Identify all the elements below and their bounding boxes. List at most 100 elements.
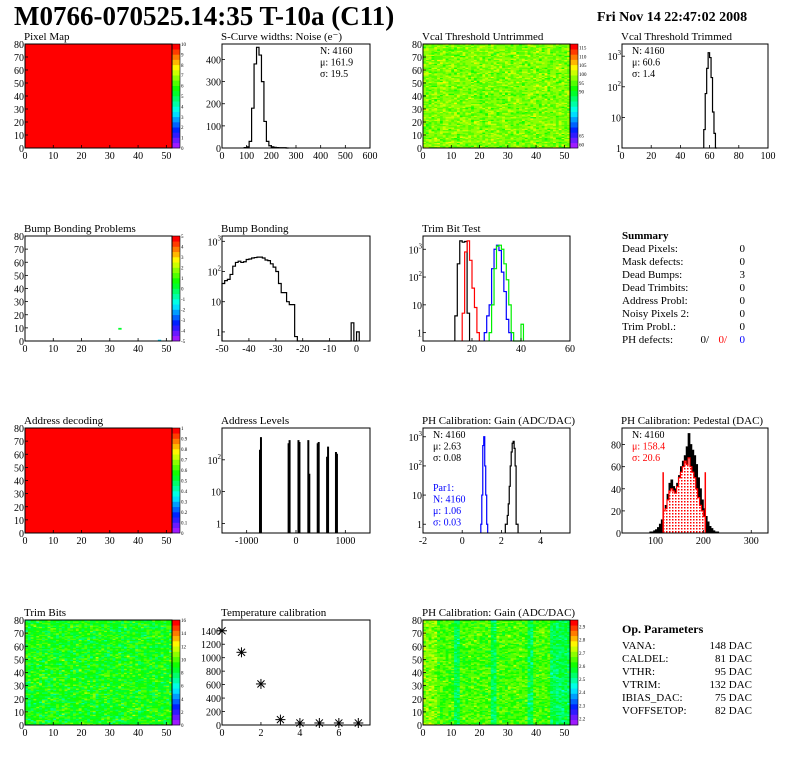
heatmap-cell [456, 80, 461, 82]
heatmap-cell [473, 142, 478, 145]
heatmap-cell [476, 54, 480, 56]
heatmap-cell [473, 102, 478, 105]
heatmap-cell [468, 80, 472, 82]
heatmap-cell [423, 114, 427, 116]
heatmap-cell [448, 129, 452, 132]
heatmap-cell [445, 98, 449, 101]
heatmap-cell [462, 124, 466, 127]
heatmap-cell [437, 85, 441, 88]
heatmap-cell [471, 45, 475, 47]
heatmap-cell [454, 141, 458, 144]
y-tick-label: 40 [14, 92, 24, 103]
heatmap-cell [479, 131, 483, 133]
x-tick-label: 30 [105, 536, 115, 547]
heatmap-cell [459, 67, 463, 69]
heatmap-cell [451, 50, 455, 53]
heatmap-cell [454, 111, 458, 114]
heatmap-cell [471, 109, 475, 111]
x-tick-label: 30 [105, 344, 115, 355]
heatmap-cell [454, 135, 458, 137]
colorbar-segment [172, 335, 180, 342]
heatmap-cell [471, 79, 475, 81]
heatmap-cell [456, 63, 461, 66]
heatmap-cell [459, 64, 463, 67]
heatmap-cell [439, 90, 444, 93]
heatmap-cell [462, 125, 466, 128]
heatmap-cell [448, 49, 452, 51]
heatmap-cell [442, 77, 446, 80]
heatmap-cell [425, 119, 429, 121]
heatmap-cell [459, 60, 463, 63]
heatmap-cell [456, 50, 461, 53]
heatmap-cell [482, 131, 486, 133]
heatmap-cell [479, 51, 483, 54]
heatmap-cell [465, 141, 469, 144]
heatmap-cell [479, 73, 483, 76]
heatmap-cell [459, 72, 463, 75]
heatmap-cell [468, 92, 472, 94]
heatmap-cell [471, 98, 475, 101]
heatmap-cell [479, 44, 483, 46]
heatmap-cell [479, 140, 483, 142]
heatmap-cell [473, 131, 478, 133]
heatmap-cell [428, 123, 432, 125]
colorbar-segment [172, 246, 180, 253]
heatmap-cell [473, 64, 478, 67]
heatmap-cell [451, 71, 455, 73]
y-tick-label: 20 [14, 311, 24, 322]
y-tick-label: 10 [611, 113, 621, 124]
heatmap-cell [454, 115, 458, 118]
heatmap-cell [428, 77, 432, 80]
heatmap-cell [425, 80, 429, 82]
heatmap-cell [425, 128, 429, 131]
colorbar-tick-label: -1 [181, 298, 186, 303]
heatmap-cell [434, 77, 438, 80]
heatmap-cell [459, 142, 463, 145]
heatmap-cell [465, 97, 469, 99]
heatmap-cell [439, 131, 444, 133]
heatmap-cell [451, 49, 455, 51]
heatmap-cell [445, 63, 449, 66]
y-tick-label: 70 [14, 245, 24, 256]
heatmap-cell [437, 81, 441, 84]
heatmap-cell [471, 68, 475, 71]
heatmap-cell [456, 85, 461, 88]
heatmap-cell [471, 123, 475, 125]
heatmap-cell [442, 142, 446, 145]
heatmap-cell [459, 144, 463, 146]
heatmap-cell [428, 85, 432, 88]
heatmap-cell [434, 46, 438, 49]
heatmap-cell [485, 54, 489, 56]
heatmap-cell [434, 62, 438, 64]
heatmap-cell [434, 131, 438, 133]
heatmap-cell [428, 120, 432, 123]
heatmap-cell [456, 89, 461, 92]
heatmap-cell [471, 99, 475, 102]
heatmap-cell [423, 119, 427, 121]
heatmap-cell [425, 47, 429, 50]
heatmap-cell [459, 109, 463, 111]
heatmap-cell [454, 98, 458, 101]
heatmap-cell [473, 53, 478, 55]
heatmap-cell [485, 83, 489, 85]
heatmap-cell [448, 140, 452, 142]
heatmap-cell [451, 142, 455, 145]
heatmap-cell [476, 131, 480, 133]
heatmap-cell [437, 77, 441, 80]
heatmap-cell [454, 142, 458, 145]
heatmap-cell [431, 144, 435, 146]
heatmap-cell [425, 123, 429, 125]
heatmap-cell [454, 79, 458, 81]
heatmap-cell [442, 133, 446, 136]
heatmap-cell [425, 62, 429, 64]
heatmap-cell [442, 84, 446, 86]
y-tick-label: 10 [14, 516, 24, 527]
heatmap-cell [437, 116, 441, 119]
heatmap-cell [425, 70, 429, 72]
heatmap-cell [428, 125, 432, 128]
heatmap-cell [439, 106, 444, 108]
heatmap-cell [485, 97, 489, 99]
heatmap-cell [476, 73, 480, 76]
heatmap-cell [431, 111, 435, 114]
